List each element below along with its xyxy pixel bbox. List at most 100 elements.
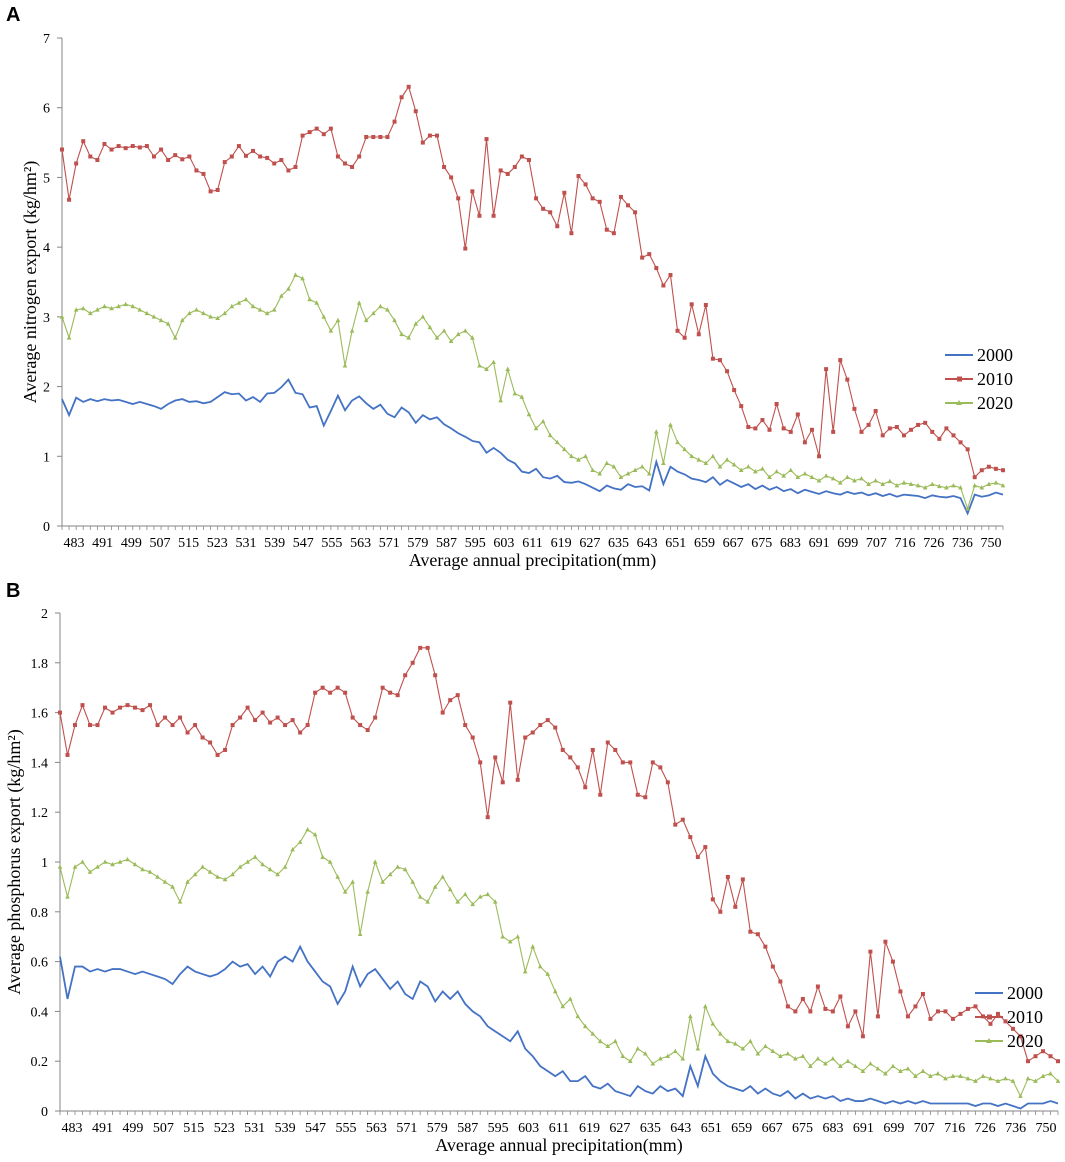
data-point [988, 1076, 993, 1081]
data-point [853, 1063, 858, 1068]
x-tick-label: 716 [944, 1121, 965, 1136]
data-point [935, 1009, 940, 1014]
legend-marker-2010 [957, 376, 962, 382]
data-point [215, 315, 220, 321]
data-point [300, 275, 305, 281]
data-point [654, 266, 659, 271]
data-point [455, 693, 460, 698]
panel-letter-b: B [6, 580, 21, 602]
data-point [661, 283, 666, 288]
legend: 2000 2010 2020 [945, 345, 1013, 413]
data-point [343, 161, 348, 166]
x-tick-label: 555 [335, 1121, 356, 1136]
data-point [613, 747, 618, 752]
data-point [102, 141, 107, 146]
x-tick-label: 539 [264, 536, 285, 551]
data-point [380, 685, 385, 690]
data-point [755, 932, 760, 937]
data-point [110, 710, 115, 715]
data-point [66, 335, 72, 340]
data-point [718, 1031, 723, 1036]
data-point [290, 846, 295, 852]
data-point [575, 1013, 581, 1019]
data-point [597, 471, 603, 476]
data-point [58, 710, 62, 715]
data-point [290, 718, 295, 723]
data-point [132, 861, 138, 867]
x-axis-title: Average annual precipitation(mm) [409, 550, 657, 571]
data-point [406, 335, 411, 340]
data-point [845, 1024, 850, 1029]
data-point [410, 660, 415, 665]
data-point [442, 164, 447, 169]
data-point [264, 310, 270, 316]
data-point [208, 314, 213, 319]
data-point [661, 460, 666, 466]
data-point [815, 984, 820, 989]
data-point [170, 884, 175, 889]
data-point [937, 436, 942, 441]
data-point [552, 988, 558, 994]
y-tick-label: 1.6 [31, 707, 49, 722]
series-line-2000 [61, 378, 1004, 516]
data-point [658, 765, 663, 770]
data-point [251, 148, 256, 153]
data-point [230, 871, 235, 877]
data-point [180, 157, 185, 162]
data-point [688, 1013, 693, 1019]
panel-letter-a: A [6, 4, 21, 26]
x-tick-label: 603 [518, 1121, 539, 1136]
data-point [109, 305, 114, 311]
data-point [123, 301, 128, 307]
data-point [477, 363, 482, 368]
data-point [913, 1073, 918, 1078]
data-point [440, 710, 445, 715]
data-point [363, 317, 369, 323]
data-point [418, 645, 423, 650]
data-point [392, 119, 397, 124]
data-point [696, 457, 702, 462]
data-point [349, 328, 355, 333]
y-tick-label: 5 [43, 171, 50, 186]
x-tick-label: 691 [853, 1121, 874, 1136]
series-line-2000 [59, 944, 1059, 1110]
data-point [597, 199, 602, 204]
data-point [689, 302, 694, 307]
data-point [682, 335, 687, 340]
data-point [512, 164, 517, 169]
data-point [710, 453, 716, 459]
data-point [738, 467, 744, 473]
data-point [748, 929, 753, 934]
data-point [590, 1031, 596, 1036]
data-point [158, 317, 164, 323]
data-point [328, 328, 334, 333]
data-point [275, 715, 280, 720]
y-tick-label: 1 [41, 856, 48, 871]
x-tick-label: 736 [952, 536, 973, 551]
y-tick-label: 2 [43, 381, 50, 396]
data-point [986, 464, 991, 469]
data-point [922, 485, 928, 490]
data-point [852, 406, 857, 411]
data-point [260, 861, 265, 867]
data-point [553, 725, 558, 730]
data-point [1018, 1093, 1023, 1098]
data-point [923, 420, 928, 425]
data-point [201, 171, 206, 176]
data-point [604, 227, 609, 232]
data-point [944, 426, 949, 431]
data-point [675, 328, 680, 333]
data-point [583, 182, 588, 187]
data-point [463, 723, 468, 728]
data-point [1040, 1049, 1045, 1054]
x-tick-label: 547 [305, 1121, 326, 1136]
data-point [343, 690, 348, 695]
data-point [620, 760, 625, 765]
data-point [668, 422, 673, 427]
data-point [995, 1078, 1001, 1083]
data-point [403, 673, 408, 678]
data-point [357, 931, 363, 937]
data-point [1033, 1078, 1038, 1083]
data-point [137, 307, 143, 312]
x-tick-label: 579 [407, 536, 428, 551]
